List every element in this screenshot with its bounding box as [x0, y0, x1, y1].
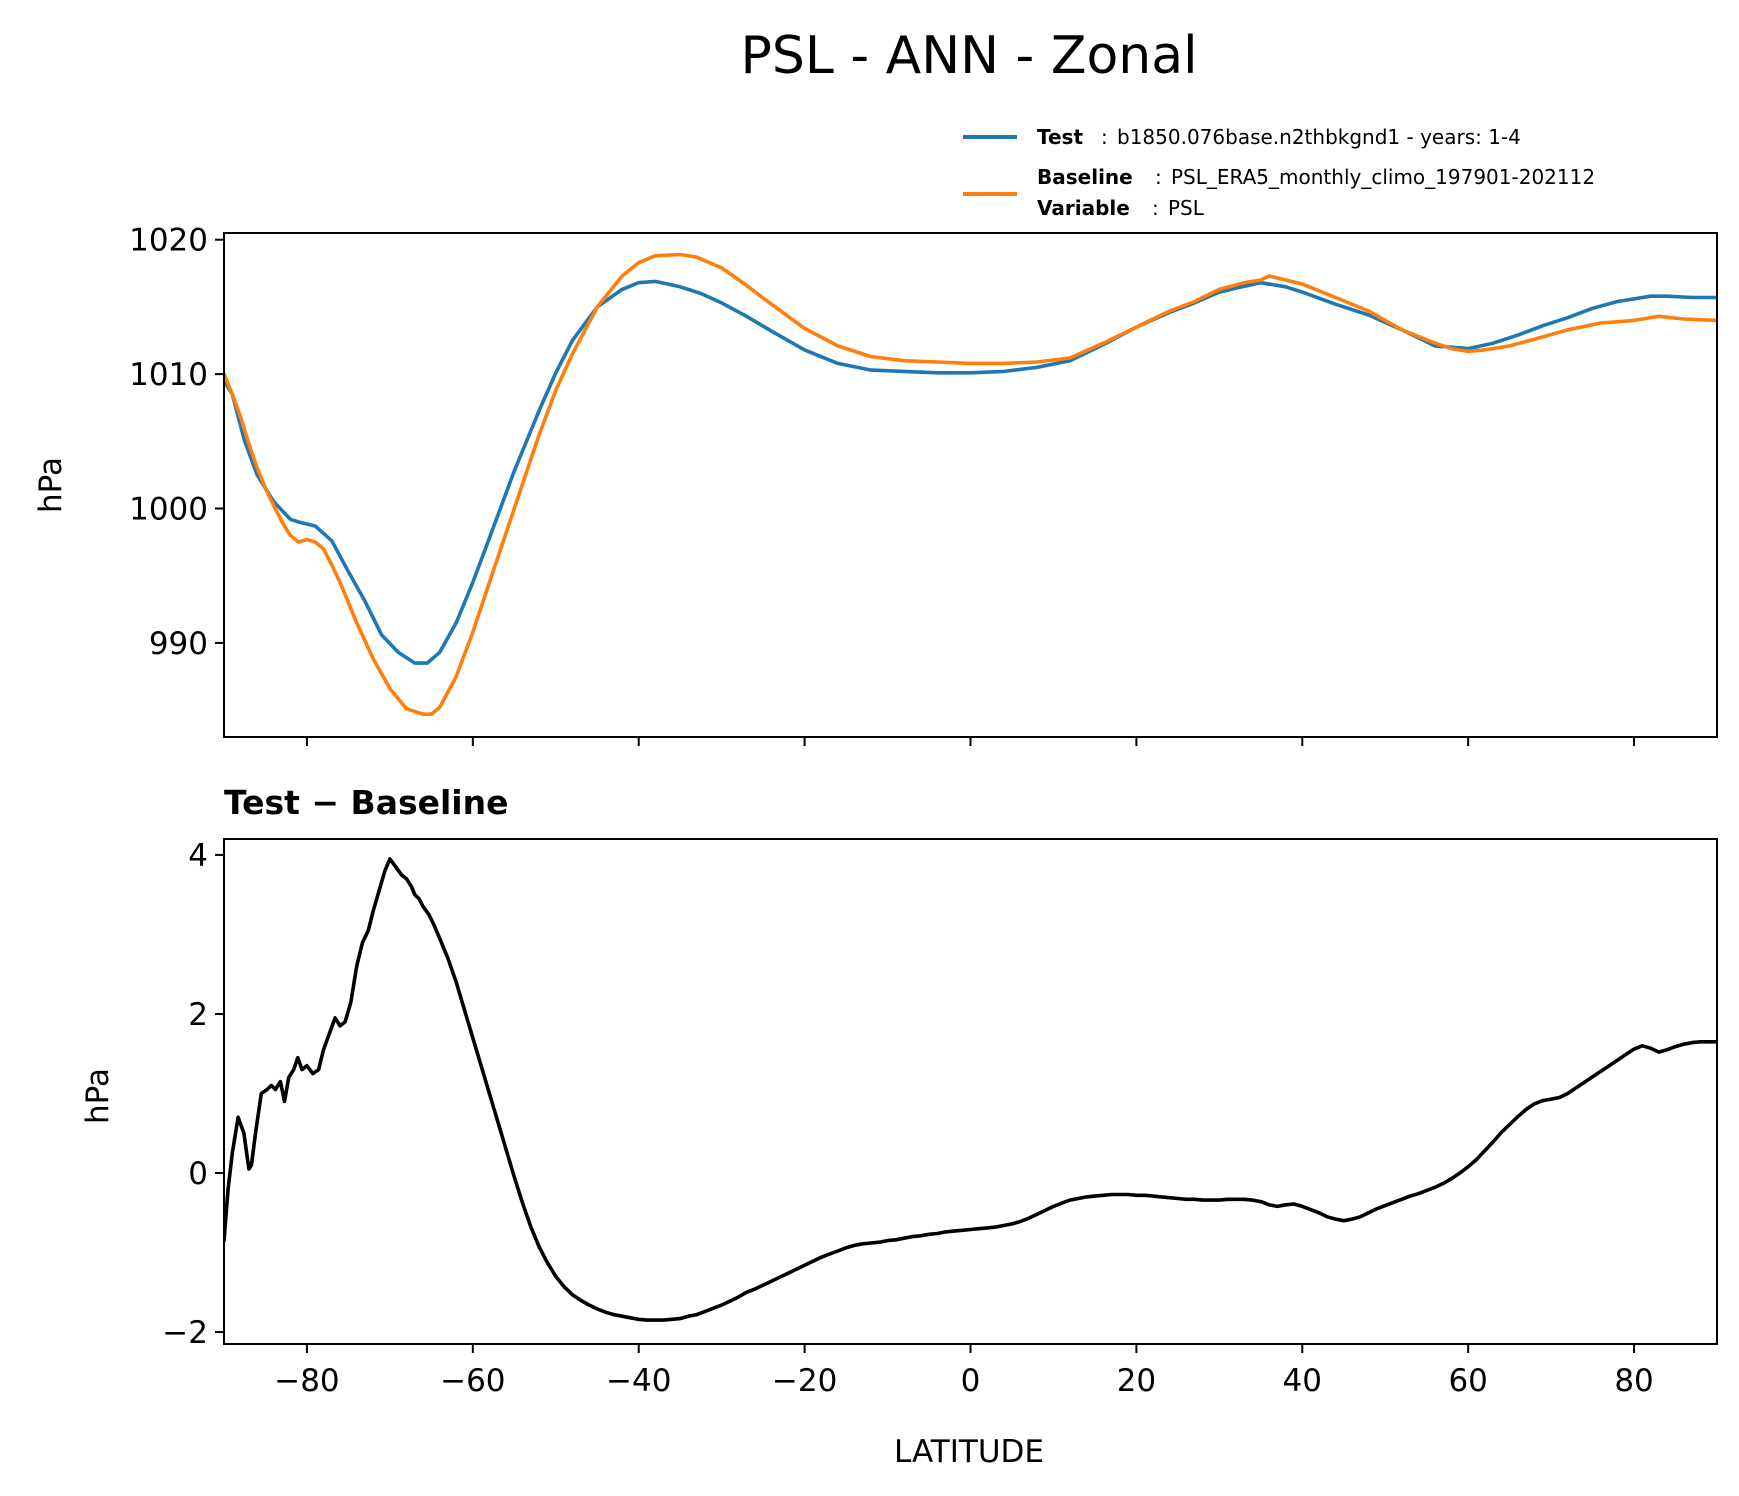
legend-baseline-label: Baseline — [1037, 165, 1133, 189]
difference-ytick-label: −2 — [162, 1315, 208, 1351]
difference-ytick-label: 4 — [188, 838, 208, 874]
zonal-mean-panel: 990 1000 1010 1020 hPa — [33, 223, 1718, 746]
difference-xtick-label: 40 — [1283, 1363, 1322, 1399]
difference-series-line — [224, 857, 1717, 1322]
difference-series — [224, 857, 1717, 1322]
difference-xtick-label: −80 — [274, 1363, 339, 1399]
legend-test-label: Test — [1037, 125, 1083, 149]
test-series-line — [224, 279, 1717, 665]
zonal-mean-axes-frame — [223, 232, 1718, 738]
zonal-mean-ytick-label: 1020 — [129, 223, 208, 259]
difference-axes-frame — [223, 838, 1718, 1345]
zonal-mean-ytick-label: 990 — [149, 626, 208, 662]
difference-xtick-label: 80 — [1614, 1363, 1653, 1399]
baseline-series-line — [224, 252, 1717, 717]
legend: Test : b1850.076base.n2thbkgnd1 - years:… — [963, 125, 1595, 220]
difference-title: Test − Baseline — [224, 783, 509, 822]
difference-xtick-label: −20 — [772, 1363, 837, 1399]
zonal-mean-ytick-label: 1000 — [129, 492, 208, 528]
legend-test-value: b1850.076base.n2thbkgnd1 - years: 1-4 — [1117, 125, 1521, 149]
legend-variable-separator: : — [1152, 196, 1159, 220]
legend-baseline-separator: : — [1155, 165, 1162, 189]
difference-ytick-label: 2 — [188, 997, 208, 1033]
difference-ylabel: hPa — [80, 1068, 116, 1124]
difference-xtick-label: 20 — [1117, 1363, 1156, 1399]
zonal-mean-ticks: 990 1000 1010 1020 — [129, 223, 1636, 746]
zonal-mean-ylabel: hPa — [33, 457, 69, 513]
zonal-mean-ytick-label: 1010 — [129, 357, 208, 393]
difference-xtick-label: −60 — [440, 1363, 505, 1399]
difference-xtick-label: 60 — [1448, 1363, 1487, 1399]
figure-title: PSL - ANN - Zonal — [740, 26, 1197, 86]
legend-test-separator: : — [1101, 125, 1108, 149]
difference-ytick-label: 0 — [188, 1156, 208, 1192]
difference-xlabel: LATITUDE — [894, 1434, 1044, 1470]
difference-xtick-label: −40 — [606, 1363, 671, 1399]
legend-variable-value: PSL — [1168, 196, 1205, 220]
legend-baseline-value: PSL_ERA5_monthly_climo_197901-202112 — [1171, 165, 1595, 189]
legend-variable-label: Variable — [1037, 196, 1130, 220]
zonal-mean-series — [224, 252, 1717, 717]
difference-xtick-label: 0 — [961, 1363, 981, 1399]
